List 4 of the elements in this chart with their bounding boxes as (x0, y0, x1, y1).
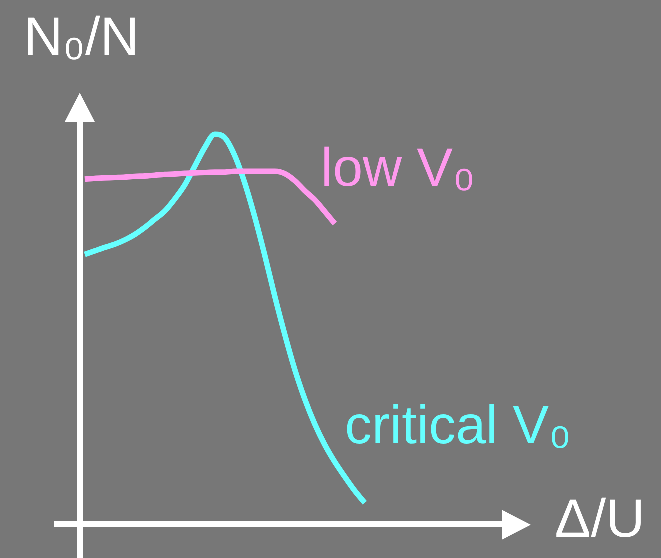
y-axis-title: N₀/N (24, 7, 140, 67)
series-label: low V₀ (321, 138, 476, 198)
x-axis-title: Δ/U (555, 489, 646, 549)
series-label: critical V₀ (345, 396, 572, 456)
